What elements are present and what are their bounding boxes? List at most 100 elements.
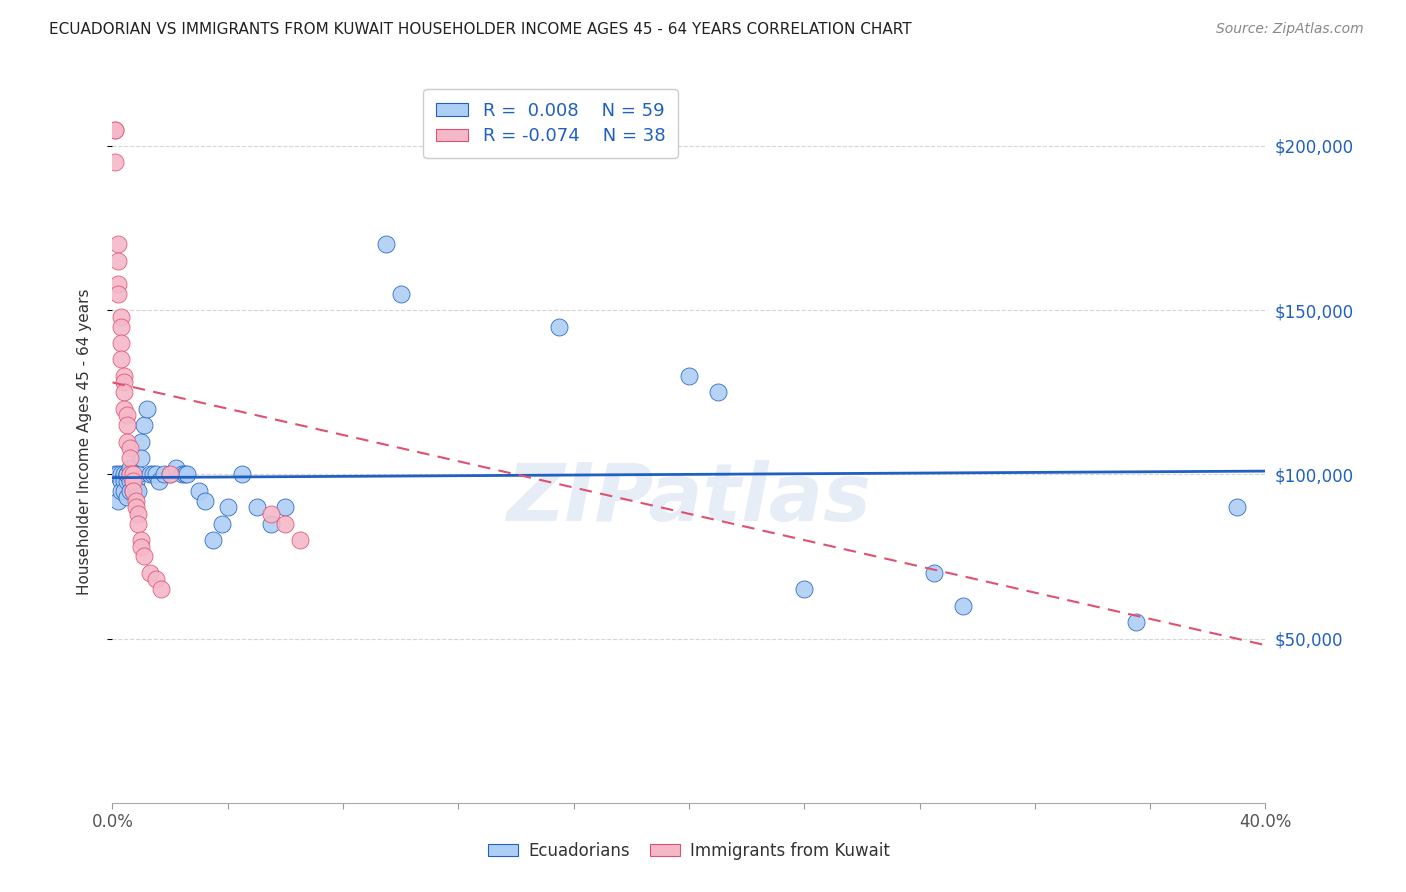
Point [107,277,129,291]
Point [118,474,141,488]
Point [1125,615,1147,630]
Point [110,336,132,351]
Point [136,401,159,416]
Point [121,474,143,488]
Point [548,319,571,334]
Point [127,507,149,521]
Point [107,253,129,268]
Point [124,467,146,482]
Point [707,385,730,400]
Point [127,467,149,482]
Point [110,352,132,367]
Point [121,474,143,488]
Point [124,493,146,508]
Point [389,286,412,301]
Point [112,368,135,383]
Point [274,516,297,531]
Point [165,460,187,475]
Point [176,467,198,482]
Point [129,540,153,554]
Point [121,467,143,482]
Point [134,418,156,433]
Point [127,483,149,498]
Point [110,319,132,334]
Point [121,467,143,482]
Point [110,483,132,498]
Point [121,483,143,498]
Point [124,500,146,515]
Point [1226,500,1249,515]
Point [112,467,135,482]
Point [104,122,127,136]
Point [118,460,141,475]
Point [145,467,167,482]
Point [110,467,132,482]
Point [107,286,129,301]
Point [173,467,195,482]
Point [107,237,129,252]
Point [217,500,239,515]
Point [127,516,149,531]
Legend: Ecuadorians, Immigrants from Kuwait: Ecuadorians, Immigrants from Kuwait [481,836,897,867]
Point [145,573,167,587]
Point [124,474,146,488]
Point [922,566,945,580]
Point [231,467,253,482]
Point [104,122,127,136]
Point [793,582,815,597]
Text: ZIPatlas: ZIPatlas [506,460,872,539]
Point [115,434,138,449]
Point [246,500,269,515]
Point [112,474,135,488]
Point [952,599,974,613]
Point [115,491,138,505]
Point [112,483,135,498]
Point [129,450,153,465]
Point [202,533,225,547]
Point [288,533,311,547]
Point [211,516,233,531]
Point [107,467,129,482]
Point [104,467,127,482]
Point [118,467,141,482]
Point [115,418,138,433]
Point [118,441,141,455]
Point [129,533,153,547]
Point [153,467,176,482]
Point [375,237,398,252]
Point [188,483,211,498]
Point [148,474,170,488]
Text: Source: ZipAtlas.com: Source: ZipAtlas.com [1216,22,1364,37]
Point [118,450,141,465]
Point [107,493,129,508]
Point [110,310,132,324]
Point [274,500,297,515]
Point [115,467,138,482]
Point [115,474,138,488]
Point [139,566,162,580]
Point [110,474,132,488]
Point [150,582,173,597]
Point [104,155,127,169]
Point [121,467,143,482]
Point [260,516,283,531]
Point [112,385,135,400]
Point [134,549,156,564]
Text: ECUADORIAN VS IMMIGRANTS FROM KUWAIT HOUSEHOLDER INCOME AGES 45 - 64 YEARS CORRE: ECUADORIAN VS IMMIGRANTS FROM KUWAIT HOU… [49,22,912,37]
Point [115,467,138,482]
Point [678,368,700,383]
Point [118,483,141,498]
Point [142,467,165,482]
Point [170,467,193,482]
Point [159,467,181,482]
Point [124,483,146,498]
Point [121,483,143,498]
Point [118,467,141,482]
Point [112,401,135,416]
Point [115,409,138,423]
Point [112,376,135,390]
Point [194,493,217,508]
Point [260,507,283,521]
Point [139,467,162,482]
Y-axis label: Householder Income Ages 45 - 64 years: Householder Income Ages 45 - 64 years [77,288,91,595]
